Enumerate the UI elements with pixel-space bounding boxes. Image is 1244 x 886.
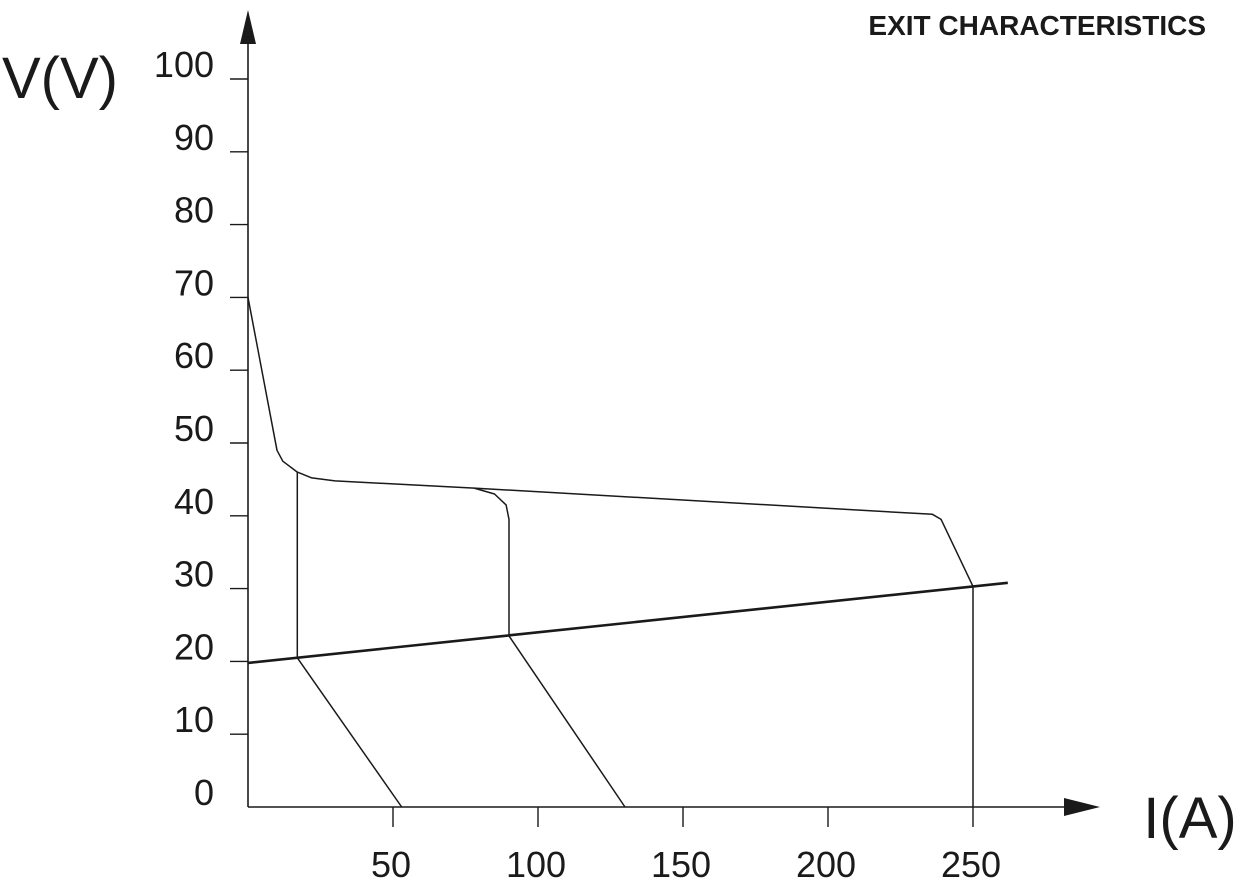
y-tick-label: 100 bbox=[154, 44, 214, 85]
load-line bbox=[247, 581, 1008, 665]
x-axis-title: I(A) bbox=[1143, 786, 1236, 851]
y-tick-label: 50 bbox=[174, 408, 214, 449]
series-group bbox=[247, 297, 1008, 808]
x-tick-label: 100 bbox=[506, 844, 566, 885]
y-tick-label: 10 bbox=[174, 699, 214, 740]
y-tick-label: 30 bbox=[174, 554, 214, 595]
x-tick-label: 200 bbox=[796, 844, 856, 885]
y-tick-label: 20 bbox=[174, 626, 214, 667]
x-ticks: 50 100 150 200 250 bbox=[371, 807, 1001, 885]
y-ticks: 0 10 20 30 40 50 60 70 80 90 100 bbox=[154, 44, 248, 813]
axes bbox=[240, 10, 1100, 816]
y-axis-arrow-icon bbox=[240, 10, 256, 44]
y-axis-title: V(V) bbox=[2, 46, 118, 111]
y-tick-label: 0 bbox=[194, 772, 214, 813]
y-tick-label: 70 bbox=[174, 262, 214, 303]
chart-title: EXIT CHARACTERISTICS bbox=[868, 10, 1206, 41]
x-tick-label: 50 bbox=[371, 844, 411, 885]
y-tick-label: 90 bbox=[174, 117, 214, 158]
y-tick-label: 40 bbox=[174, 481, 214, 522]
y-tick-label: 60 bbox=[174, 335, 214, 376]
y-tick-label: 80 bbox=[174, 190, 214, 231]
characteristic-curve-1 bbox=[247, 297, 626, 808]
characteristic-curve-3 bbox=[296, 472, 403, 808]
x-tick-label: 150 bbox=[651, 844, 711, 885]
characteristic-curve-2 bbox=[474, 487, 974, 807]
x-tick-label: 250 bbox=[941, 844, 1001, 885]
x-axis-arrow-icon bbox=[1064, 798, 1100, 816]
